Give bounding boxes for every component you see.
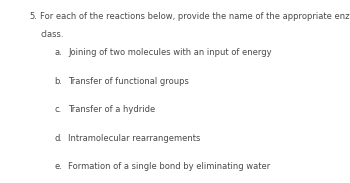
Text: e.: e. bbox=[54, 162, 62, 171]
Text: For each of the reactions below, provide the name of the appropriate enzyme: For each of the reactions below, provide… bbox=[40, 12, 350, 21]
Text: c.: c. bbox=[54, 105, 62, 114]
Text: 5.: 5. bbox=[30, 12, 38, 21]
Text: Joining of two molecules with an input of energy: Joining of two molecules with an input o… bbox=[68, 48, 272, 57]
Text: Transfer of functional groups: Transfer of functional groups bbox=[68, 77, 189, 86]
Text: Transfer of a hydride: Transfer of a hydride bbox=[68, 105, 155, 114]
Text: class.: class. bbox=[40, 30, 64, 39]
Text: b.: b. bbox=[54, 77, 62, 86]
Text: Formation of a single bond by eliminating water: Formation of a single bond by eliminatin… bbox=[68, 162, 271, 171]
Text: Intramolecular rearrangements: Intramolecular rearrangements bbox=[68, 134, 201, 143]
Text: a.: a. bbox=[54, 48, 62, 57]
Text: d.: d. bbox=[54, 134, 62, 143]
